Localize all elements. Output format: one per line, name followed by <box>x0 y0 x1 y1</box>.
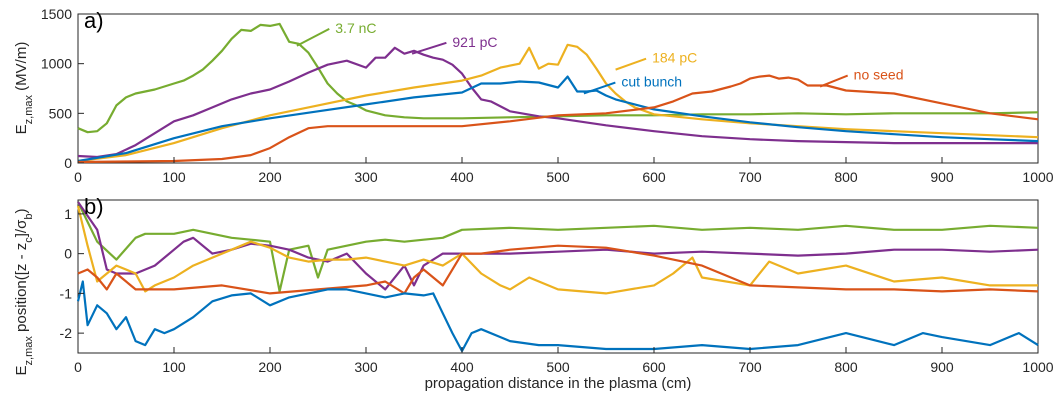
series-line-b-cut-bunch <box>76 280 1039 353</box>
x-tick-label-a: 600 <box>642 169 666 185</box>
panel-b-xlabel: propagation distance in the plasma (cm) <box>425 375 692 392</box>
panel-b-ticks: 0 100 200 300 400 500 600 700 800 900 1000 -2 -1 0 1 <box>60 206 1054 375</box>
x-tick-label-a: 800 <box>834 169 858 185</box>
annotation-pointer-no-seed <box>819 74 849 88</box>
annotation-label-cut-bunch: cut bunch <box>621 74 682 90</box>
panel-a-label: a) <box>84 8 104 33</box>
y-tick-label-a: 0 <box>64 155 72 171</box>
x-tick-label-a: 900 <box>930 169 954 185</box>
series-line-a-no-seed <box>77 74 1039 164</box>
annotation-pointer-184-pc <box>615 57 647 71</box>
series-line-b-3-7-nc <box>77 201 1039 293</box>
x-tick-label-b: 600 <box>642 359 666 375</box>
x-tick-label-a: 0 <box>74 169 82 185</box>
series-line-b-921-pc <box>77 201 1039 291</box>
annotation-label-3-7-nc: 3.7 nC <box>335 20 376 36</box>
series-line-a-cut-bunch <box>77 75 1039 163</box>
series-line-b-no-seed <box>77 244 1039 295</box>
y-tick-label-a: 1500 <box>41 6 72 22</box>
annotation-label-184-pc: 184 pC <box>652 50 697 66</box>
series-line-a-921-pc <box>77 46 1038 159</box>
annotation-label-921-pc: 921 pC <box>452 34 497 50</box>
x-tick-label-b: 300 <box>354 359 378 375</box>
x-tick-label-b: 1000 <box>1022 359 1053 375</box>
x-tick-label-b: 100 <box>162 359 186 375</box>
x-tick-label-a: 200 <box>258 169 282 185</box>
y-tick-label-b: -1 <box>60 285 73 301</box>
x-tick-label-b: 500 <box>546 359 570 375</box>
x-tick-label-a: 300 <box>354 169 378 185</box>
annotation-pointer-921-pc <box>411 41 447 55</box>
annotation-pointer-3-7-nc <box>296 27 330 47</box>
x-tick-label-b: 700 <box>738 359 762 375</box>
panel-b-axes-frame <box>77 199 1039 354</box>
x-tick-label-b: 0 <box>74 359 82 375</box>
panel-b: 0 100 200 300 400 500 600 700 800 900 1000 -2 -1 0 1 b… <box>13 194 1054 392</box>
x-tick-label-a: 1000 <box>1022 169 1053 185</box>
panel-b-label: b) <box>84 194 104 219</box>
panel-b-series <box>76 201 1039 353</box>
x-tick-label-a: 500 <box>546 169 570 185</box>
panel-b-ylabel: Ez,max position([z - zc]/σb) <box>13 209 35 376</box>
x-tick-label-a: 100 <box>162 169 186 185</box>
x-tick-label-a: 700 <box>738 169 762 185</box>
annotation-pointer-cut-bunch <box>583 81 616 95</box>
y-tick-label-b: 0 <box>64 246 72 262</box>
x-tick-label-b: 900 <box>930 359 954 375</box>
annotation-label-no-seed: no seed <box>854 67 904 83</box>
x-tick-label-b: 800 <box>834 359 858 375</box>
panel-a-series <box>77 22 1039 164</box>
panel-a-ylabel: Ez,max (MV/m) <box>13 42 35 135</box>
y-tick-label-a: 500 <box>49 105 73 121</box>
x-tick-label-b: 400 <box>450 359 474 375</box>
x-tick-label-a: 400 <box>450 169 474 185</box>
y-tick-label-b: -2 <box>60 325 73 341</box>
panel-a-ticks: 0 100 200 300 400 500 600 700 800 900 1000 0 500 1000… <box>41 6 1054 185</box>
y-tick-label-b: 1 <box>64 206 72 222</box>
x-tick-label-b: 200 <box>258 359 282 375</box>
panel-a: 0 100 200 300 400 500 600 700 800 900 1000 0 500 1000… <box>13 6 1054 185</box>
y-tick-label-a: 1000 <box>41 56 72 72</box>
panel-a-annotations: 3.7 nC 921 pC 184 pC cut bunch no seed <box>296 20 904 95</box>
series-line-b-184-pc <box>76 205 1038 295</box>
